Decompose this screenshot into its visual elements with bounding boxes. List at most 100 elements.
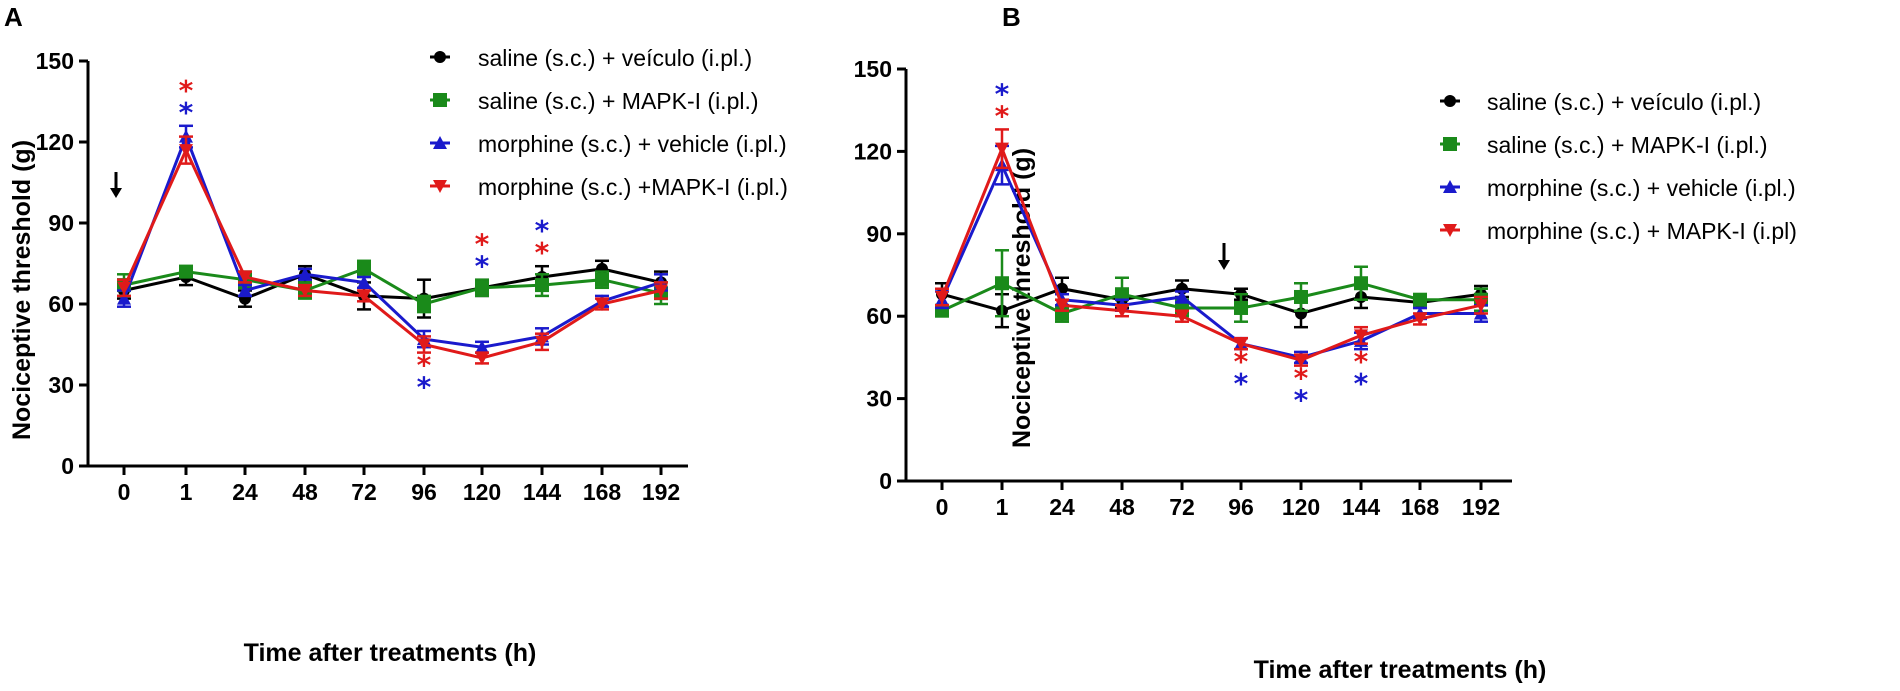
legend-label: saline (s.c.) + veículo (i.pl.) [1487,89,1761,115]
data-point [654,284,668,298]
series-4 [117,135,668,365]
x-tick-label: 120 [1282,494,1320,520]
data-point [1294,289,1308,304]
data-point [995,142,1009,156]
x-tick-label: 72 [351,479,377,505]
y-tick-label: 120 [36,129,74,155]
data-point [995,276,1009,291]
data-point [1175,310,1189,324]
data-point [238,283,252,297]
data-point [1413,312,1427,326]
series-4 [935,128,1488,368]
data-point [179,264,193,279]
x-tick-label: 48 [292,479,318,505]
y-tick-label: 90 [48,210,74,236]
data-point [1175,289,1189,303]
legend-marker [1443,180,1457,193]
data-point [1354,276,1368,291]
legend-label: saline (s.c.) + veículo (i.pl.) [478,45,752,71]
significance-star: * [1234,367,1249,400]
panel-b: B Nociceptive threshold (g) Time after t… [854,2,1797,684]
series-line [122,132,662,349]
data-point [475,340,489,354]
significance-star: * [535,236,550,269]
data-point [357,275,371,289]
x-tick-label: 48 [1109,494,1135,520]
data-point [535,335,549,349]
arrow-down-icon [110,188,122,198]
data-point [1413,292,1427,307]
panel-label: A [4,2,23,32]
legend-label: saline (s.c.) + MAPK-I (i.pl.) [478,88,759,114]
x-tick-label: 24 [1049,494,1075,520]
legend: saline (s.c.) + veículo (i.pl.) saline (… [1487,89,1797,244]
y-tick-label: 0 [61,453,74,479]
x-axis-title: Time after treatments (h) [244,639,537,667]
data-point [357,289,371,303]
series-line [123,267,662,301]
data-point [357,261,371,276]
y-tick-label: 120 [854,138,892,164]
y-tick-label: 0 [879,468,892,494]
significance-star: * [475,250,490,283]
significance-star: * [417,349,432,382]
series-line [122,146,662,360]
legend-marker [1444,95,1456,107]
x-tick-label: 0 [118,479,131,505]
significance-star: * [1354,345,1369,378]
panel-a: A Nociceptive threshold (g) Time after t… [4,2,788,667]
significance-star: * [417,371,432,404]
legend-marker [433,93,447,107]
x-tick-label: 168 [583,479,622,505]
data-point [298,284,312,298]
legend-marker [1443,224,1457,237]
legend-label: morphine (s.c.) + vehicle (i.pl.) [478,131,787,157]
x-tick-label: 72 [1169,494,1195,520]
significance-star: * [179,96,194,129]
x-tick-label: 144 [523,479,562,505]
data-point [595,298,609,311]
data-point [1234,300,1248,315]
significance-star: * [179,74,194,107]
data-point [179,144,193,158]
legend-label: morphine (s.c.) + MAPK-I (i.pl) [1487,218,1797,244]
x-tick-label: 96 [411,479,437,505]
legend-label: morphine (s.c.) + vehicle (i.pl.) [1487,175,1796,201]
data-point [298,267,312,281]
y-axis-title: Nociceptive threshold (g) [8,140,36,440]
x-tick-label: 96 [1228,494,1254,520]
x-tick-label: 192 [642,479,680,505]
data-point [1115,287,1129,302]
y-tick-label: 30 [866,386,892,412]
x-tick-label: 1 [996,494,1009,520]
significance-star: * [475,228,490,261]
arrow-down-icon [1218,260,1230,270]
legend-label: saline (s.c.) + MAPK-I (i.pl.) [1487,132,1768,158]
significance-star: * [535,214,550,247]
y-tick-label: 90 [866,221,892,247]
significance-star: * [1294,362,1309,395]
data-point [1294,354,1308,368]
legend-marker [433,180,447,193]
significance-star: * [995,77,1010,110]
legend-marker [433,136,447,149]
x-tick-label: 168 [1401,494,1440,520]
data-point [417,338,431,352]
y-tick-label: 150 [36,48,74,74]
x-tick-label: 0 [936,494,949,520]
data-point [535,278,549,293]
data-point [1354,329,1368,343]
data-point [1055,299,1069,313]
y-tick-label: 60 [866,303,892,329]
x-tick-label: 24 [232,479,258,505]
series-line [940,144,1482,362]
significance-star: * [1354,367,1369,400]
y-tick-label: 150 [854,56,892,82]
data-point [935,290,949,304]
data-point [1115,304,1129,318]
x-tick-label: 144 [1342,494,1381,520]
x-axis-title: Time after treatments (h) [1254,656,1547,684]
data-point [595,272,609,287]
significance-star: * [1294,384,1309,417]
